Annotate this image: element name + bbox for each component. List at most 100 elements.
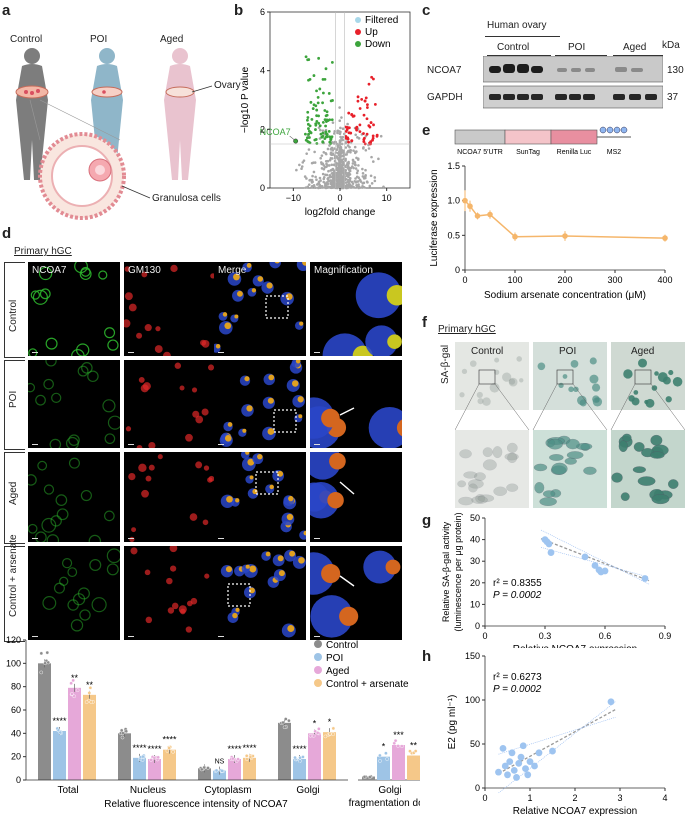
volcano-point-filtered: [334, 151, 338, 154]
luc-point: [512, 233, 518, 240]
blot-row-gapdh: GAPDH: [427, 92, 463, 103]
volcano-point-down: [317, 121, 321, 125]
volcano-point-filtered: [341, 179, 345, 182]
volcano-point-filtered: [328, 175, 332, 179]
volcano-point-filtered: [356, 180, 360, 183]
volcano-point-filtered: [340, 116, 343, 119]
volcano-point-filtered: [323, 182, 327, 186]
luc-point: [474, 213, 481, 219]
volcano-point-filtered: [342, 174, 346, 178]
volcano-point-down: [324, 67, 328, 71]
volcano-point-filtered: [337, 176, 341, 180]
volcano-point-filtered: [344, 157, 347, 161]
volcano-point-filtered: [303, 175, 307, 178]
luc-point: [562, 233, 568, 239]
volcano-point-down: [307, 132, 310, 136]
volcano-highlight-label: NCOA7: [260, 127, 291, 137]
luc-x-tick: 300: [607, 275, 622, 285]
volcano-point-filtered: [340, 149, 344, 152]
volcano-point-up: [362, 140, 366, 143]
volcano-point-filtered: [339, 183, 343, 187]
hplot-y-tick: 0: [475, 783, 480, 793]
volcano-point-filtered: [373, 176, 377, 179]
volcano-point-filtered: [298, 163, 301, 167]
volcano-point-down: [310, 117, 314, 121]
volcano-point-filtered: [326, 182, 330, 186]
volcano-point-filtered: [338, 140, 342, 143]
volcano-point-filtered: [322, 180, 326, 184]
group-label-poi: POI: [90, 34, 108, 45]
volcano-point-up: [347, 140, 350, 144]
volcano-point-filtered: [323, 186, 327, 189]
hplot-point: [504, 771, 511, 779]
bar-aged: [228, 759, 241, 780]
volcano-point-filtered: [339, 126, 342, 130]
construct-segment: [504, 129, 552, 145]
volcano-point-filtered: [382, 185, 385, 189]
bar-legend-swatch: [314, 640, 322, 648]
volcano-point-filtered: [336, 131, 339, 135]
mic-control-magnification: Magnification: [310, 262, 402, 356]
volcano-point-up: [356, 99, 360, 103]
hplot-point: [517, 753, 525, 761]
bar-control-arsenate: [83, 694, 96, 780]
gplot-x-tick: 0.9: [659, 631, 672, 641]
volcano-point-filtered: [338, 119, 342, 123]
sagal-control-low: [455, 342, 529, 410]
gplot-y-tick: 50: [470, 513, 480, 523]
volcano-x-tick: −10: [286, 193, 301, 203]
ovary-label: Ovary: [214, 80, 241, 91]
volcano-point-filtered: [307, 148, 311, 151]
volcano-point-filtered: [341, 127, 345, 130]
volcano-point-filtered: [357, 183, 360, 186]
volcano-point-filtered: [345, 183, 349, 187]
volcano-point-down: [314, 128, 317, 131]
gplot-p: P = 0.0002: [493, 590, 542, 601]
sagal-col-aged: Aged: [631, 346, 655, 357]
volcano-point-filtered: [368, 184, 372, 188]
luc-x-tick: 0: [462, 275, 467, 285]
sagal-aged-low: [611, 342, 685, 410]
bar-xlabel: Relative fluorescence intensity of NCOA7: [104, 799, 288, 810]
kda-gapdh: 37: [667, 92, 679, 103]
bar-significance: ****: [292, 744, 307, 754]
volcano-point-filtered: [371, 160, 375, 163]
arrow-indicator: [339, 407, 355, 416]
mic-row-label-arsenate: Control + arsenate: [8, 534, 19, 617]
volcano-legend-swatch: [355, 41, 361, 47]
volcano-point-filtered: [311, 174, 314, 178]
volcano-point-filtered: [326, 159, 329, 163]
volcano-point-filtered: [318, 128, 322, 132]
volcano-point-filtered: [336, 151, 340, 155]
volcano-point-down: [308, 136, 311, 139]
gplot-y-tick: 0: [475, 621, 480, 631]
mic-control-arsenate-ncoa7: [28, 546, 120, 640]
mic-poi-ncoa7: [28, 360, 120, 448]
volcano-point-filtered: [339, 177, 343, 181]
volcano-point-down: [306, 122, 310, 126]
volcano-point-filtered: [305, 152, 308, 155]
volcano-point-filtered: [355, 171, 359, 175]
volcano-point-filtered: [336, 144, 339, 148]
body-silhouettes-svg: [15, 48, 213, 220]
luc-point: [662, 235, 668, 241]
volcano-point-up: [360, 98, 364, 101]
gplot-y-tick: 40: [470, 535, 480, 545]
volcano-point-filtered: [319, 179, 322, 182]
volcano-point-down: [318, 124, 322, 128]
hplot-point: [495, 768, 502, 776]
volcano-point-down: [304, 132, 307, 136]
volcano-point-down: [324, 135, 328, 139]
bar-control: [38, 663, 51, 780]
volcano-point-down: [321, 101, 324, 105]
group-label-control: Control: [10, 34, 43, 45]
volcano-point-down: [321, 121, 325, 124]
volcano-point-filtered: [330, 186, 333, 190]
volcano-point-down: [324, 124, 327, 128]
volcano-point-filtered: [354, 150, 357, 154]
mic-control-arsenate-merge: [214, 546, 306, 640]
mic-poi-magnification: [310, 360, 402, 448]
volcano-point-down: [330, 61, 334, 64]
volcano-point-filtered: [321, 172, 325, 176]
volcano-point-up: [355, 126, 359, 129]
